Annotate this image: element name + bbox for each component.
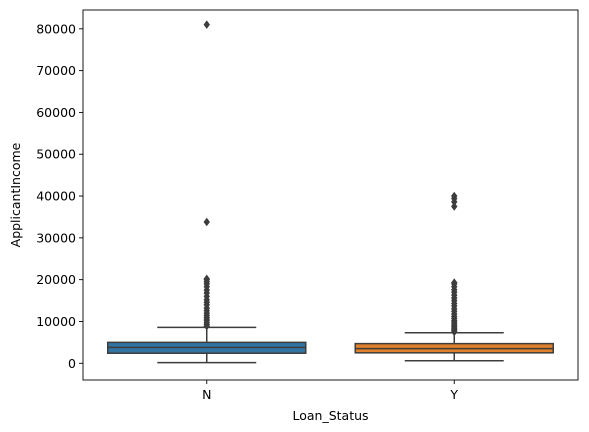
plot-area (107, 20, 554, 364)
box-group-Y (354, 191, 554, 362)
y-tick-label: 70000 (36, 63, 76, 78)
y-tick-label: 40000 (36, 189, 76, 204)
outlier-point (203, 217, 210, 227)
y-tick-label: 50000 (36, 147, 76, 162)
y-axis: 0 10000 20000 30000 40000 50000 60000 70000 8000… (36, 21, 83, 371)
y-axis-label: ApplicantIncome (8, 142, 23, 247)
outlier-point (451, 191, 458, 201)
y-tick-label: 60000 (36, 105, 76, 120)
y-tick-label: 20000 (36, 272, 76, 287)
outlier-point (451, 202, 458, 211)
y-tick-label: 80000 (36, 21, 76, 36)
outlier-point (203, 20, 210, 29)
axes-frame (82, 9, 579, 381)
y-tick-label: 0 (68, 356, 76, 371)
box-group-N (107, 20, 307, 364)
outlier-point (451, 278, 458, 287)
outlier-point (203, 274, 210, 284)
y-tick-label: 10000 (36, 314, 76, 329)
y-tick-label: 30000 (36, 230, 76, 245)
x-axis-label: Loan_Status (292, 408, 368, 423)
x-tick-label: N (202, 387, 211, 402)
x-tick-label: Y (449, 387, 458, 402)
